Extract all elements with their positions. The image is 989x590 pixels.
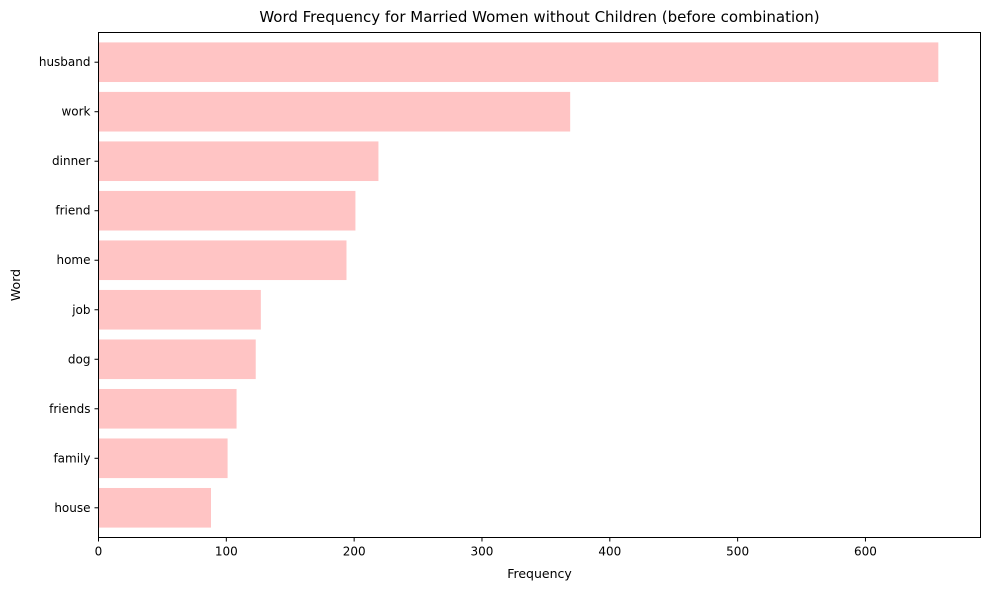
bars-group bbox=[98, 42, 939, 528]
bar-dog bbox=[98, 339, 256, 380]
bar-husband bbox=[98, 42, 939, 83]
bar-family bbox=[98, 438, 228, 479]
x-tick-label: 300 bbox=[471, 545, 494, 559]
bar-job bbox=[98, 289, 261, 330]
bar-home bbox=[98, 240, 347, 281]
bar-friends bbox=[98, 388, 237, 429]
x-tick-label: 200 bbox=[343, 545, 366, 559]
y-tick-label: home bbox=[56, 253, 90, 267]
x-tick-label: 0 bbox=[95, 545, 103, 559]
plot-frame bbox=[98, 32, 981, 538]
y-tick-label: dog bbox=[68, 352, 91, 366]
y-tick-label: dinner bbox=[52, 154, 91, 168]
y-axis-label: Word bbox=[8, 269, 23, 301]
chart-title: Word Frequency for Married Women without… bbox=[259, 8, 819, 26]
bar-work bbox=[98, 91, 571, 132]
y-tick-label: friends bbox=[49, 402, 90, 416]
y-tick-label: work bbox=[61, 105, 90, 119]
y-axis-ticks: husband work dinner friend home job dog friends… bbox=[39, 55, 99, 515]
bar-friend bbox=[98, 190, 356, 231]
x-tick-label: 400 bbox=[598, 545, 621, 559]
x-tick-label: 500 bbox=[726, 545, 749, 559]
x-tick-label: 100 bbox=[215, 545, 238, 559]
y-tick-label: job bbox=[71, 303, 90, 317]
y-tick-label: friend bbox=[55, 204, 90, 218]
y-tick-label: house bbox=[54, 501, 90, 515]
bar-house bbox=[98, 487, 211, 528]
bar-dinner bbox=[98, 141, 379, 182]
x-axis-label: Frequency bbox=[507, 566, 572, 581]
y-tick-label: family bbox=[53, 451, 90, 465]
x-tick-label: 600 bbox=[854, 545, 877, 559]
x-axis-ticks: 0 100 200 300 400 500 600 bbox=[95, 537, 877, 559]
y-tick-label: husband bbox=[39, 55, 91, 69]
